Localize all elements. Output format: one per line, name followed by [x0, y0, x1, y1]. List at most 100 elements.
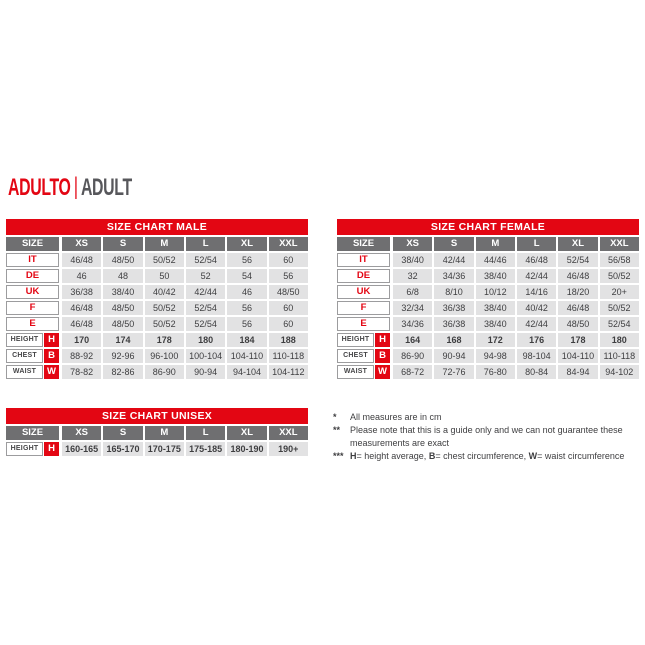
size-value-cell: 56/58: [599, 253, 639, 267]
size-value-cell: 50/52: [144, 317, 184, 331]
measure-value-cell: 174: [103, 333, 143, 347]
column-header-cell: S: [103, 237, 143, 251]
column-header-cell: S: [434, 237, 474, 251]
size-value-cell: 38/40: [393, 253, 433, 267]
size-row: E 46/48 48/50 50/52 52/54 56 60: [6, 317, 308, 331]
measure-value-cell: 76-80: [475, 365, 515, 379]
size-value-cell: 40/42: [516, 301, 557, 315]
size-value-cell: 8/10: [434, 285, 474, 299]
measure-row: WAIST W 68-72 72-76 76-80 80-84 84-94 94-102: [337, 365, 639, 379]
size-value-cell: 48/50: [103, 317, 143, 331]
size-value-cell: 38/40: [475, 301, 515, 315]
size-header-cell: SIZE: [337, 237, 390, 251]
size-row-label: F: [337, 301, 390, 315]
measure-row: CHEST B 86-90 90-94 94-98 98-104 104-110 110-11…: [337, 349, 639, 363]
size-row-label: IT: [6, 253, 59, 267]
footnote-segment: = waist circumference: [537, 451, 625, 461]
size-value-cell: 10/12: [475, 285, 515, 299]
footnote: * All measures are in cm: [333, 411, 641, 424]
measure-badge: W: [44, 365, 59, 379]
measure-value-cell: 190+: [268, 442, 308, 456]
size-value-cell: 20+: [599, 285, 639, 299]
size-row: IT 38/40 42/44 44/46 46/48 52/54 56/58: [337, 253, 639, 267]
size-value-cell: 48/50: [103, 253, 143, 267]
size-value-cell: 46/48: [516, 253, 557, 267]
measure-value-cell: 176: [516, 333, 557, 347]
size-row-label-column: E: [337, 317, 390, 331]
size-chart-male-table: SIZE CHART MALE SIZE XS S M L XL XXL IT 46/48 48/5…: [6, 219, 308, 381]
size-value-cell: 52: [185, 269, 226, 283]
measure-value-cell: 68-72: [393, 365, 433, 379]
measure-value-cell: 78-82: [62, 365, 102, 379]
measure-value-cell: 170: [62, 333, 102, 347]
measure-value-cell: 178: [144, 333, 184, 347]
measure-value-cell: 94-98: [475, 349, 515, 363]
size-header-cell: SIZE: [6, 237, 59, 251]
measure-value-cell: 90-94: [434, 349, 474, 363]
page-title: ADULTO | ADULT: [8, 174, 132, 201]
size-value-cell: 56: [227, 317, 267, 331]
column-header-cell: XXL: [599, 237, 639, 251]
size-value-cell: 46: [62, 269, 102, 283]
size-value-cell: 44/46: [475, 253, 515, 267]
measure-badge: B: [44, 349, 59, 363]
page-title-adulto: ADULTO: [8, 174, 71, 201]
measure-label-column: HEIGHT H: [6, 333, 59, 347]
size-value-cell: 46/48: [558, 301, 598, 315]
size-value-cell: 42/44: [434, 253, 474, 267]
size-value-cell: 36/38: [434, 301, 474, 315]
size-value-cell: 42/44: [516, 269, 557, 283]
size-value-cell: 36/38: [434, 317, 474, 331]
footnote-segment: Please note that this is a guide only an…: [350, 425, 623, 448]
size-row: E 34/36 36/38 38/40 42/44 48/50 52/54: [337, 317, 639, 331]
measure-row: HEIGHT H 164 168 172 176 178 180: [337, 333, 639, 347]
size-row-label: E: [337, 317, 390, 331]
column-header-cell: L: [185, 237, 226, 251]
size-row-label-column: F: [337, 301, 390, 315]
measure-value-cell: 180: [185, 333, 226, 347]
measure-value-cell: 80-84: [516, 365, 557, 379]
size-row: UK 6/8 8/10 10/12 14/16 18/20 20+: [337, 285, 639, 299]
size-value-cell: 38/40: [103, 285, 143, 299]
column-header-cell: L: [185, 426, 226, 440]
size-value-cell: 32: [393, 269, 433, 283]
size-row-label: IT: [337, 253, 390, 267]
footnote-text: H= height average, B= chest circumferenc…: [350, 450, 641, 463]
size-value-cell: 48/50: [558, 317, 598, 331]
size-value-cell: 52/54: [558, 253, 598, 267]
column-header-cell: XL: [227, 426, 267, 440]
size-row-label: F: [6, 301, 59, 315]
footnote-text: Please note that this is a guide only an…: [350, 424, 641, 450]
measure-label: HEIGHT: [6, 333, 43, 347]
footnote-marker: ***: [333, 451, 344, 461]
measure-label: HEIGHT: [6, 442, 43, 456]
measure-value-cell: 86-90: [144, 365, 184, 379]
measure-value-cell: 72-76: [434, 365, 474, 379]
column-header-cell: L: [516, 237, 557, 251]
column-header-cell: XXL: [268, 426, 308, 440]
size-value-cell: 38/40: [475, 317, 515, 331]
size-row: UK 36/38 38/40 40/42 42/44 46 48/50: [6, 285, 308, 299]
size-value-cell: 42/44: [185, 285, 226, 299]
footnote-segment: = height average,: [356, 451, 429, 461]
size-value-cell: 46: [227, 285, 267, 299]
column-header-cell: M: [144, 237, 184, 251]
footnote-text: All measures are in cm: [350, 411, 641, 424]
measure-value-cell: 184: [227, 333, 267, 347]
column-header-cell: M: [144, 426, 184, 440]
size-value-cell: 54: [227, 269, 267, 283]
measure-value-cell: 180: [599, 333, 639, 347]
size-row-label-column: DE: [337, 269, 390, 283]
measure-value-cell: 96-100: [144, 349, 184, 363]
measure-value-cell: 172: [475, 333, 515, 347]
size-value-cell: 60: [268, 253, 308, 267]
size-value-cell: 6/8: [393, 285, 433, 299]
size-value-cell: 42/44: [516, 317, 557, 331]
size-value-cell: 50/52: [599, 269, 639, 283]
column-header-cell: XS: [62, 237, 102, 251]
column-header-cell: XS: [393, 237, 433, 251]
size-chart-female-table: SIZE CHART FEMALE SIZE XS S M L XL XXL IT 38/40 42…: [337, 219, 639, 381]
measure-label: CHEST: [337, 349, 374, 363]
measure-label-column: CHEST B: [6, 349, 59, 363]
measure-value-cell: 175-185: [185, 442, 226, 456]
